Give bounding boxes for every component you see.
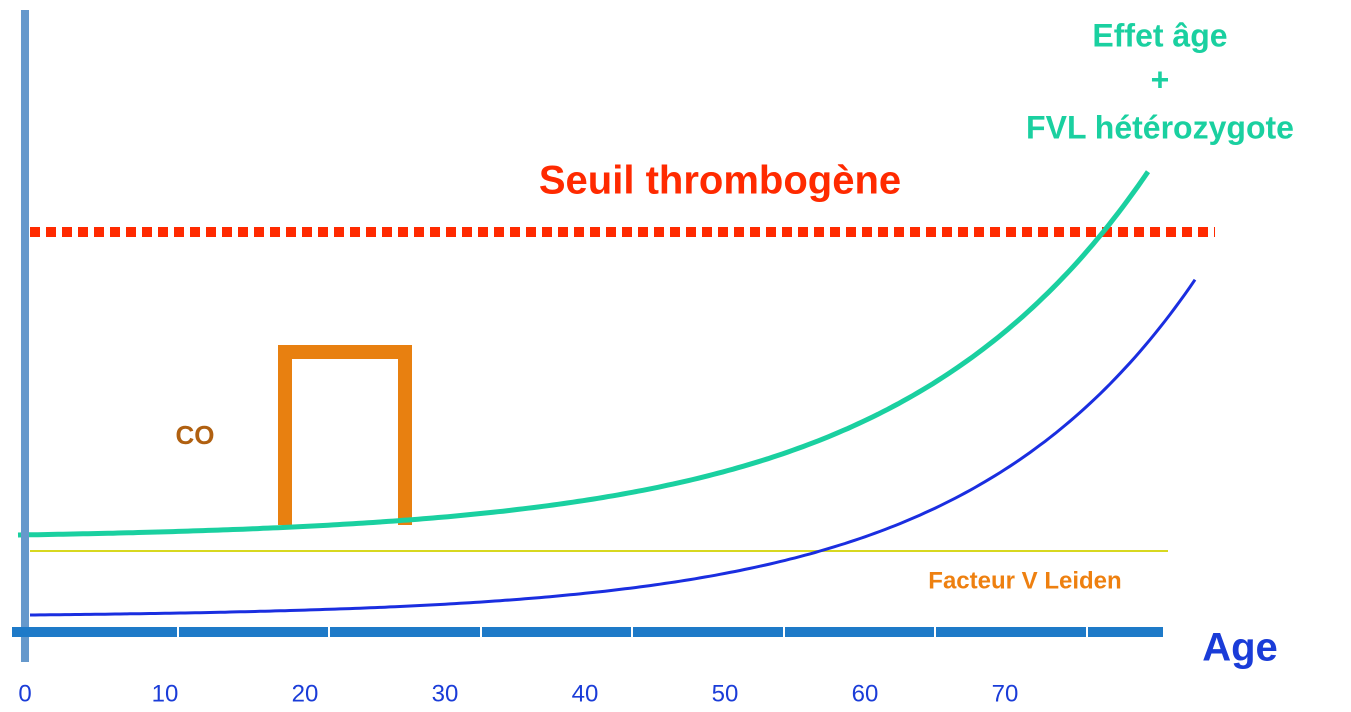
x-tick-label: 30 (432, 680, 459, 707)
co-label: CO (176, 420, 215, 450)
x-tick-label: 10 (152, 680, 179, 707)
co-bracket (278, 345, 412, 525)
x-tick-label: 40 (572, 680, 599, 707)
curve-label: Effet âge (1092, 17, 1227, 53)
curve-label: FVL hétérozygote (1026, 109, 1294, 145)
x-tick-label: 20 (292, 680, 319, 707)
x-tick-label: 50 (712, 680, 739, 707)
threshold-label: Seuil thrombogène (539, 159, 901, 203)
age-curve (30, 278, 1197, 617)
x-tick-label: 0 (18, 680, 31, 707)
axis-gaps (177, 626, 1088, 638)
x-tick-label: 70 (992, 680, 1019, 707)
axis-label: Age (1202, 626, 1278, 670)
fvl-label: Facteur V Leiden (928, 567, 1121, 594)
age-fvl-curve (17, 170, 1151, 538)
curve-label: + (1151, 61, 1170, 97)
x-tick-label: 60 (852, 680, 879, 707)
